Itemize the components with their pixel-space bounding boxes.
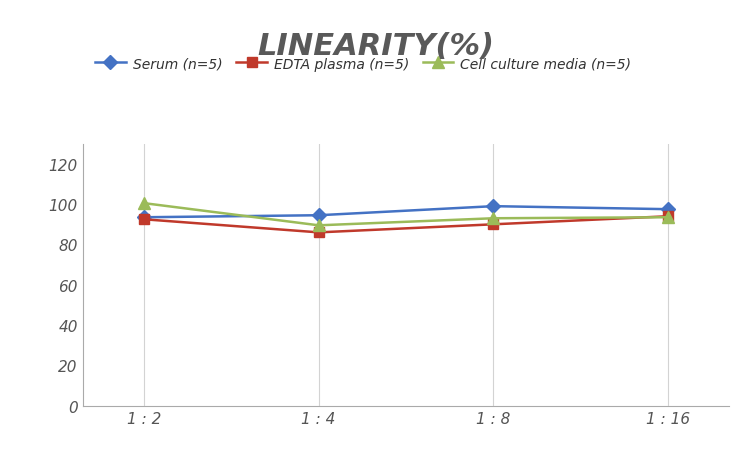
Serum (n=5) <box>139 215 148 221</box>
EDTA plasma (n=5) <box>489 222 498 227</box>
EDTA plasma (n=5) <box>314 230 323 235</box>
Serum (n=5) <box>489 204 498 209</box>
Legend: Serum (n=5), EDTA plasma (n=5), Cell culture media (n=5): Serum (n=5), EDTA plasma (n=5), Cell cul… <box>89 52 637 77</box>
Serum (n=5) <box>314 213 323 218</box>
Line: Cell culture media (n=5): Cell culture media (n=5) <box>138 198 674 231</box>
Text: LINEARITY(%): LINEARITY(%) <box>257 32 495 60</box>
Cell culture media (n=5) <box>489 216 498 221</box>
Cell culture media (n=5) <box>664 215 673 221</box>
Cell culture media (n=5) <box>314 223 323 229</box>
Line: Serum (n=5): Serum (n=5) <box>139 202 673 223</box>
EDTA plasma (n=5) <box>664 214 673 220</box>
Cell culture media (n=5) <box>139 201 148 207</box>
EDTA plasma (n=5) <box>139 217 148 222</box>
Line: EDTA plasma (n=5): EDTA plasma (n=5) <box>139 212 673 238</box>
Serum (n=5) <box>664 207 673 212</box>
